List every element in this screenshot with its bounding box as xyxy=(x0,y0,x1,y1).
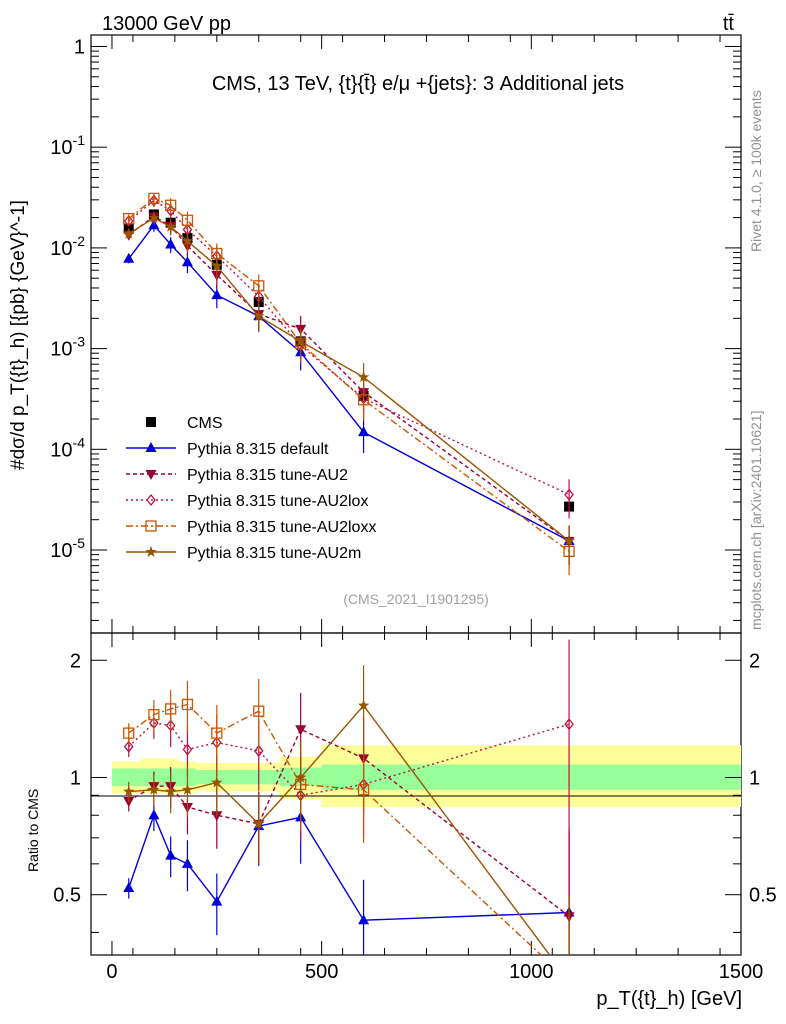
y-tick-label: 10-5 xyxy=(50,535,85,562)
y-tick-label: 10-2 xyxy=(50,233,85,260)
data-point xyxy=(123,214,134,228)
ratio-y-tick-label: 1 xyxy=(70,767,81,789)
legend-marker xyxy=(145,546,157,557)
data-point xyxy=(564,488,574,501)
x-tick-label: 0 xyxy=(106,961,117,983)
ratio-point xyxy=(123,882,135,893)
x-tick-label: 1500 xyxy=(719,961,764,983)
ratio-point xyxy=(148,809,160,820)
legend-marker xyxy=(145,470,157,480)
data-point xyxy=(165,238,177,249)
data-point xyxy=(563,535,575,546)
watermark: (CMS_2021_I1901295) xyxy=(343,591,489,607)
data-point xyxy=(148,212,160,223)
ratio-y-tick-label-right: 1 xyxy=(749,767,760,789)
ratio-point xyxy=(123,740,134,753)
data-point xyxy=(211,260,223,271)
data-point xyxy=(211,289,223,300)
data-point xyxy=(253,310,265,321)
ratio-point xyxy=(564,718,574,731)
data-point xyxy=(123,252,135,263)
ratio-point xyxy=(181,857,193,868)
ratio-point xyxy=(123,727,135,739)
ratio-point xyxy=(182,743,193,756)
ratio-point xyxy=(253,744,264,757)
ratio-point xyxy=(253,705,265,717)
data-point xyxy=(181,214,194,226)
y-tick-label: 10-4 xyxy=(50,434,85,461)
data-point xyxy=(148,192,160,205)
main-plot-frame xyxy=(90,34,742,634)
ratio-point xyxy=(357,784,370,796)
ratio-point xyxy=(165,703,177,715)
ratio-point xyxy=(123,785,135,797)
y-tick-label: 1 xyxy=(74,36,85,58)
series-line xyxy=(128,215,570,542)
ratio-y-tick-label-right: 2 xyxy=(749,650,760,672)
data-point xyxy=(253,280,265,292)
ratio-point xyxy=(165,785,177,797)
ratio-point xyxy=(211,895,223,906)
energy-label: 13000 GeV pp xyxy=(102,13,231,35)
ratio-line xyxy=(128,728,570,917)
uncertainty-band-inner xyxy=(111,768,142,787)
ratio-point xyxy=(295,771,307,783)
mcplots-label: mcplots.cern.ch [arXiv:2401.10621] xyxy=(748,411,764,630)
uncertainty-band-inner xyxy=(405,764,741,790)
data-point xyxy=(123,213,135,225)
legend-label: CMS xyxy=(187,415,223,432)
legend-marker xyxy=(146,493,156,507)
ratio-point xyxy=(253,817,265,829)
ratio-point xyxy=(181,698,194,711)
ratio-point xyxy=(148,708,160,721)
legend-label: Pythia 8.315 tune-AU2 xyxy=(187,467,348,484)
legend-label: Pythia 8.315 tune-AU2lox xyxy=(187,493,368,510)
ratio-point xyxy=(295,725,307,736)
data-point xyxy=(123,227,135,239)
ratio-point xyxy=(357,699,370,711)
uncertainty-band-inner xyxy=(141,768,163,787)
ratio-y-axis-label: Ratio to CMS xyxy=(25,789,41,872)
x-axis-label: p_T({t}_h) [GeV] xyxy=(596,988,742,1010)
x-tick-label: 500 xyxy=(305,961,338,983)
ratio-point xyxy=(358,914,370,925)
process-label: tt̄ xyxy=(723,13,735,35)
ratio-point xyxy=(211,776,223,788)
ratio-point xyxy=(211,727,223,739)
ratio-y-tick-label: 0.5 xyxy=(53,885,81,907)
data-point xyxy=(165,204,176,217)
ratio-point xyxy=(165,849,177,860)
legend-marker xyxy=(145,442,157,452)
main-plot-title: CMS, 13 TeV, {t}{t̄} e/μ +{jets}: 3 Addi… xyxy=(212,73,624,95)
ratio-y-tick-label-right: 0.5 xyxy=(749,885,777,907)
legend-marker xyxy=(145,520,157,532)
main-y-axis-label: #dσ/d p_T({t}_h) [{pb} {GeV}^-1] xyxy=(8,200,29,470)
y-tick-label: 10-3 xyxy=(50,334,85,361)
data-point xyxy=(181,235,194,246)
y-tick-label: 10-1 xyxy=(50,132,85,159)
x-tick-label: 1000 xyxy=(509,961,554,983)
legend-label: Pythia 8.315 tune-AU2m xyxy=(187,545,361,562)
legend-label: Pythia 8.315 default xyxy=(187,441,329,458)
ratio-point xyxy=(211,811,223,822)
ratio-point xyxy=(148,783,160,795)
legend-label: Pythia 8.315 tune-AU2loxx xyxy=(187,519,376,536)
data-point xyxy=(357,371,370,383)
data-point xyxy=(295,335,307,347)
ratio-point xyxy=(181,783,194,795)
ratio-point xyxy=(564,976,574,986)
data-point xyxy=(165,220,177,232)
ratio-line xyxy=(128,813,570,921)
legend-marker xyxy=(146,417,156,427)
rivet-label: Rivet 4.1.0, ≥ 100k events xyxy=(748,90,764,252)
data-point xyxy=(181,256,193,267)
ratio-point xyxy=(563,975,574,986)
data-point xyxy=(165,199,177,211)
ratio-y-tick-label: 2 xyxy=(70,650,81,672)
data-point xyxy=(358,426,370,437)
